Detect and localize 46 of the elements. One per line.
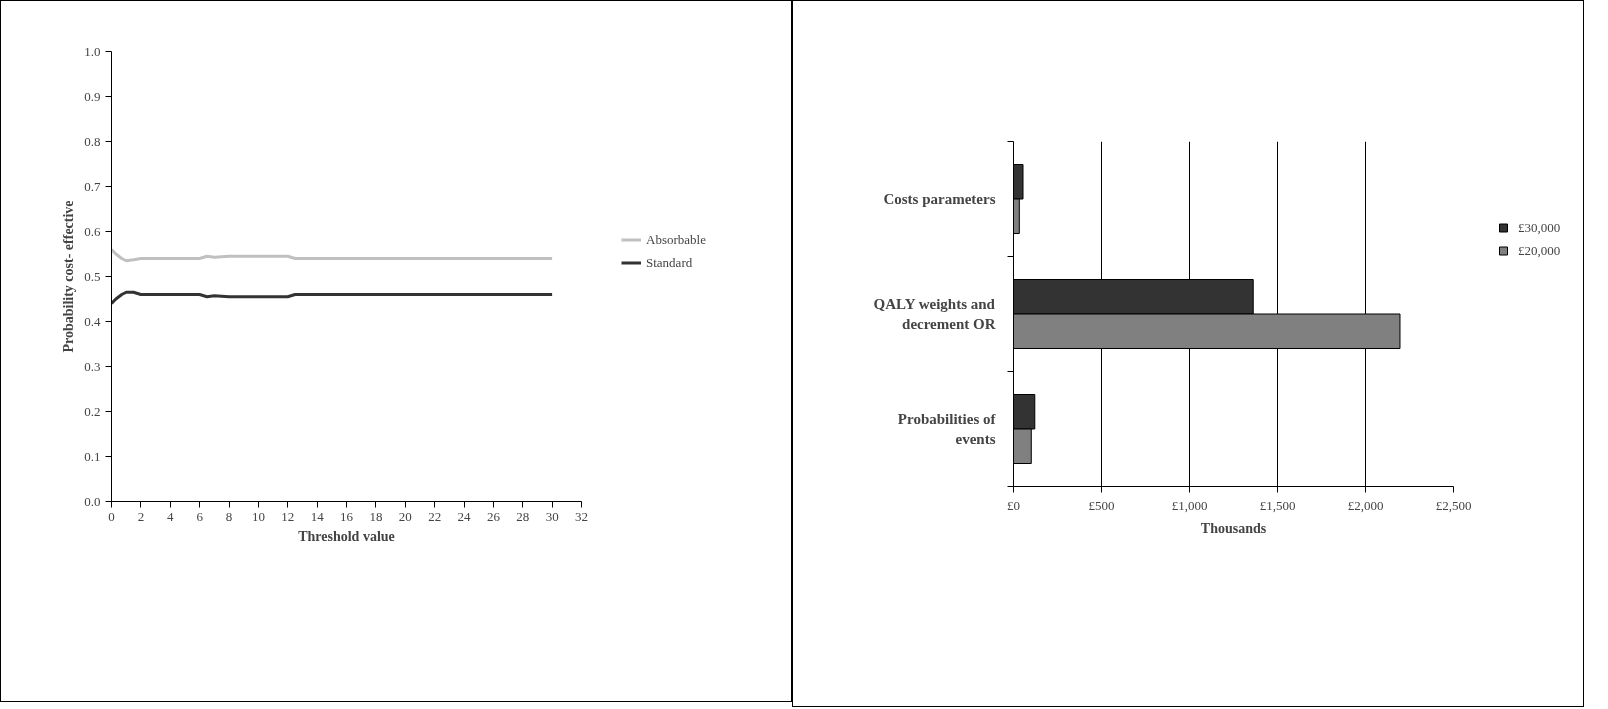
x-tick-label: 2 xyxy=(137,508,145,524)
y-tick-label: 0.5 xyxy=(84,268,101,284)
y-tick-label: 0.8 xyxy=(84,133,101,149)
x-tick-label: £0 xyxy=(1007,497,1020,513)
y-tick-label: QALY weights and decrement OR xyxy=(873,296,996,332)
y-tick-label: Costs parameters xyxy=(883,191,996,207)
x-axis-title: Thousands xyxy=(1200,520,1267,536)
legend-label: £20,000 xyxy=(1518,242,1561,258)
x-tick-label: 26 xyxy=(486,508,501,524)
y-tick-label: 0.6 xyxy=(84,223,101,239)
y-tick-label: 1.0 xyxy=(84,43,101,59)
x-tick-label: 10 xyxy=(251,508,265,524)
x-tick-label: 8 xyxy=(225,508,233,524)
x-tick-label: 18 xyxy=(369,508,383,524)
x-tick-label: 16 xyxy=(340,508,354,524)
x-tick-label: £1,500 xyxy=(1259,497,1296,513)
x-axis-title: Threshold value xyxy=(298,528,395,544)
x-tick-label: 4 xyxy=(167,508,174,524)
legend-label: £30,000 xyxy=(1518,219,1561,235)
y-tick-label: 0.3 xyxy=(84,358,101,374)
x-tick-label: £500 xyxy=(1088,497,1115,513)
y-axis-title: Probability cost- effective xyxy=(61,200,77,353)
y-tick-label: 0.4 xyxy=(84,313,101,329)
x-tick-label: £2,000 xyxy=(1347,497,1384,513)
x-tick-label: 6 xyxy=(196,508,204,524)
x-tick-label: 24 xyxy=(457,508,471,524)
y-tick-label: 0.7 xyxy=(84,178,101,194)
x-tick-label: 20 xyxy=(398,508,412,524)
y-tick-label: Probabilities of events xyxy=(897,411,997,447)
y-tick-label: 0.1 xyxy=(84,448,101,464)
line-series xyxy=(111,290,554,305)
legend-label: Standard xyxy=(646,254,693,271)
y-tick-label: 0.2 xyxy=(84,403,101,419)
x-tick-label: 28 xyxy=(516,508,530,524)
x-tick-label: 12 xyxy=(281,508,295,524)
x-tick-label: £2,500 xyxy=(1435,497,1472,513)
y-tick-label: 0.9 xyxy=(84,88,101,104)
x-tick-label: £1,000 xyxy=(1171,497,1208,513)
y-tick-label: 0.0 xyxy=(84,493,101,509)
x-tick-label: 32 xyxy=(575,508,588,524)
line-series xyxy=(111,248,554,263)
x-tick-label: 30 xyxy=(545,508,559,524)
x-tick-label: 0 xyxy=(108,508,115,524)
legend-label: Absorbable xyxy=(646,231,706,248)
x-tick-label: 14 xyxy=(310,508,325,524)
x-tick-label: 22 xyxy=(428,508,442,524)
